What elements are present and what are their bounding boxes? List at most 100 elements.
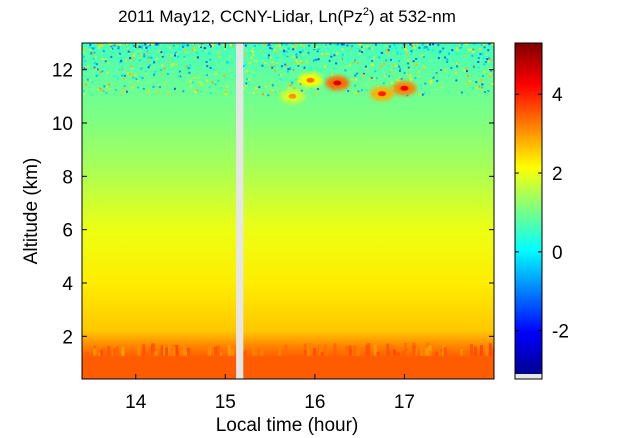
boundary-layer-pixel <box>487 351 491 356</box>
noise-pixel <box>84 65 87 68</box>
noise-pixel <box>143 55 146 58</box>
noise-pixel <box>352 43 355 46</box>
noise-pixel <box>388 75 390 78</box>
noise-pixel <box>176 43 179 46</box>
boundary-layer-pixel <box>373 344 377 356</box>
noise-pixel <box>244 53 247 56</box>
noise-pixel <box>280 43 283 45</box>
cloud-core <box>333 80 342 86</box>
noise-pixel <box>437 57 440 59</box>
noise-pixel <box>84 60 86 63</box>
noise-pixel <box>101 70 104 73</box>
noise-pixel <box>364 65 367 68</box>
noise-pixel <box>263 53 266 56</box>
noise-pixel <box>316 68 319 71</box>
noise-pixel <box>475 86 478 89</box>
noise-pixel <box>101 44 104 47</box>
noise-pixel <box>420 87 423 90</box>
noise-pixel <box>153 61 156 64</box>
noise-pixel <box>214 83 217 86</box>
noise-pixel <box>451 49 454 52</box>
noise-pixel <box>110 43 113 46</box>
noise-pixel <box>390 71 393 74</box>
noise-pixel <box>86 64 89 67</box>
noise-pixel <box>194 53 197 56</box>
noise-pixel <box>114 85 117 88</box>
noise-pixel <box>447 90 450 93</box>
data-gap <box>236 43 244 379</box>
noise-pixel <box>104 58 107 61</box>
noise-pixel <box>406 73 409 76</box>
noise-pixel <box>358 91 361 94</box>
noise-pixel <box>488 43 490 45</box>
noise-pixel <box>393 52 396 55</box>
noise-pixel <box>184 57 186 60</box>
noise-pixel <box>198 84 200 87</box>
noise-pixel <box>151 49 153 52</box>
noise-pixel <box>472 48 475 51</box>
boundary-layer-pixel <box>488 343 492 356</box>
noise-pixel <box>141 73 144 76</box>
noise-pixel <box>196 89 199 92</box>
noise-pixel <box>336 52 339 55</box>
noise-pixel <box>410 77 412 80</box>
noise-pixel <box>375 76 378 79</box>
boundary-layer-pixel <box>357 345 361 356</box>
noise-pixel <box>295 59 298 62</box>
noise-pixel <box>149 64 152 67</box>
noise-pixel <box>402 43 405 46</box>
noise-pixel <box>270 92 273 95</box>
noise-pixel <box>220 63 223 66</box>
noise-pixel <box>154 84 157 87</box>
noise-pixel <box>361 51 364 54</box>
noise-pixel <box>442 47 445 50</box>
noise-pixel <box>419 93 422 96</box>
noise-pixel <box>446 58 449 61</box>
noise-pixel <box>142 87 145 90</box>
noise-pixel <box>339 75 342 78</box>
noise-pixel <box>456 48 459 51</box>
noise-pixel <box>483 63 486 66</box>
noise-pixel <box>83 93 86 96</box>
noise-pixel <box>262 93 264 96</box>
noise-pixel <box>332 67 335 70</box>
noise-pixel <box>313 50 316 52</box>
noise-pixel <box>121 68 124 71</box>
noise-pixel <box>131 74 134 77</box>
noise-pixel <box>355 60 358 63</box>
noise-pixel <box>490 69 493 72</box>
noise-pixel <box>196 56 199 59</box>
noise-pixel <box>100 43 103 46</box>
noise-pixel <box>148 59 151 61</box>
noise-pixel <box>305 51 308 54</box>
noise-pixel <box>329 43 332 45</box>
noise-pixel <box>273 45 276 48</box>
noise-pixel <box>485 53 488 56</box>
noise-pixel <box>155 57 158 60</box>
noise-pixel <box>396 52 399 55</box>
noise-pixel <box>380 50 383 53</box>
noise-pixel <box>106 71 109 74</box>
noise-pixel <box>91 47 94 50</box>
noise-pixel <box>328 59 331 62</box>
noise-pixel <box>376 84 379 87</box>
noise-pixel <box>179 75 182 78</box>
boundary-layer-pixel <box>278 345 281 356</box>
noise-pixel <box>396 43 399 46</box>
colorbar-tick-label: 4 <box>552 85 563 106</box>
noise-pixel <box>341 43 344 46</box>
noise-pixel <box>399 76 402 79</box>
noise-pixel <box>200 90 203 93</box>
noise-pixel <box>143 46 145 49</box>
noise-pixel <box>203 51 206 54</box>
noise-pixel <box>189 80 192 82</box>
noise-pixel <box>137 52 140 55</box>
noise-pixel <box>205 61 208 63</box>
boundary-layer-pixel <box>163 345 167 356</box>
noise-pixel <box>398 70 401 72</box>
noise-pixel <box>188 81 191 84</box>
noise-pixel <box>355 78 358 81</box>
noise-pixel <box>467 92 470 95</box>
noise-pixel <box>147 43 150 46</box>
noise-pixel <box>439 69 442 72</box>
